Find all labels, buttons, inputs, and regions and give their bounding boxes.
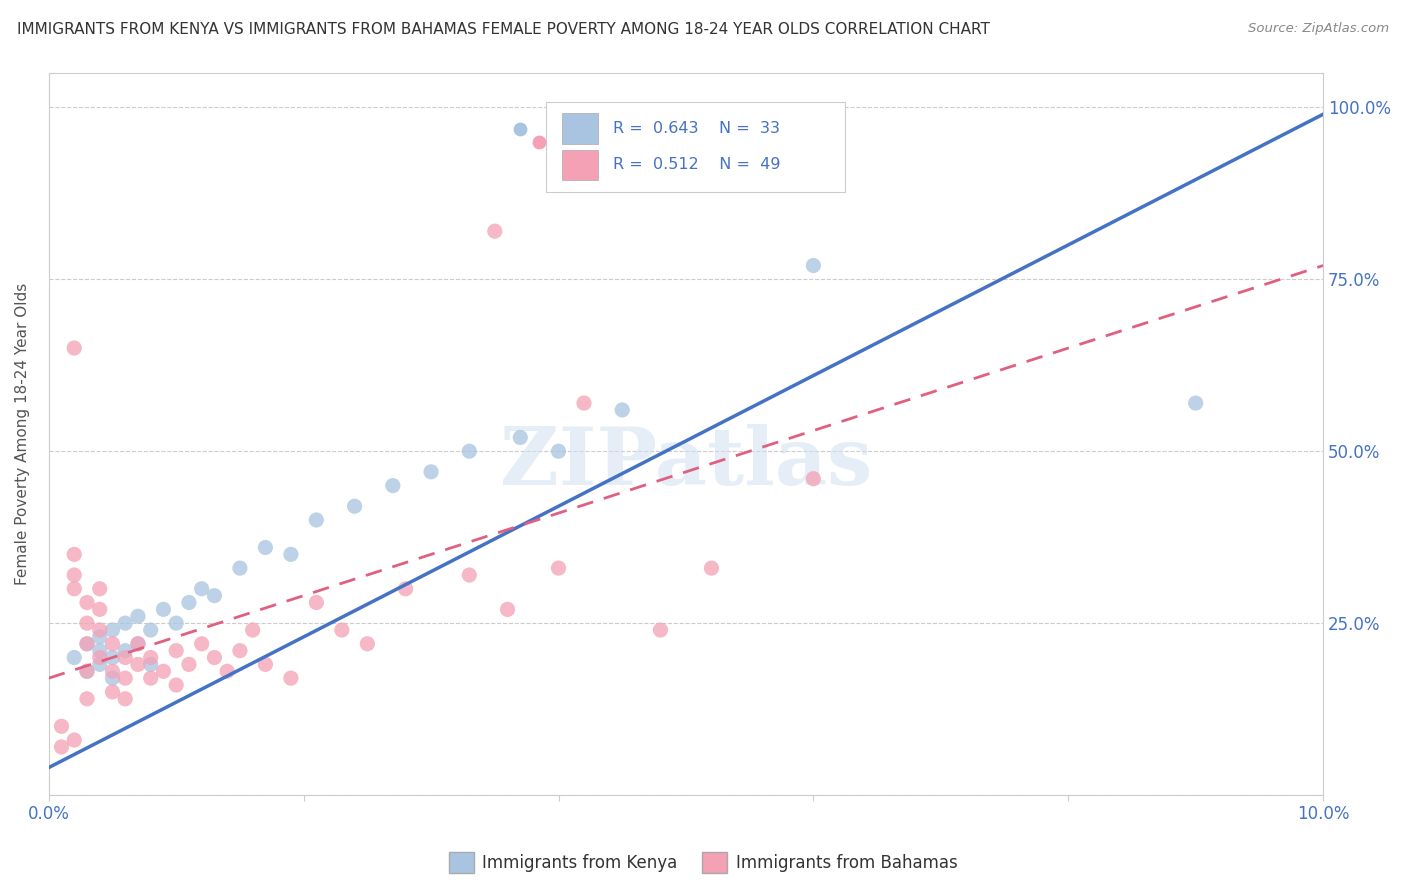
Point [547,561,569,575]
Point [177,595,200,609]
Point [165,643,187,657]
Point [547,444,569,458]
Point [89,582,111,596]
Point [89,643,111,657]
Point [280,547,302,561]
Point [204,589,226,603]
Point [76,665,98,679]
Point [139,650,162,665]
Point [101,685,124,699]
Point [420,465,443,479]
Point [101,665,124,679]
Point [152,665,174,679]
Point [63,650,86,665]
Point [343,500,366,514]
Point [484,224,506,238]
Point [190,637,212,651]
Point [229,561,252,575]
Point [89,657,111,672]
Legend: Immigrants from Kenya, Immigrants from Bahamas: Immigrants from Kenya, Immigrants from B… [441,846,965,880]
Y-axis label: Female Poverty Among 18-24 Year Olds: Female Poverty Among 18-24 Year Olds [15,283,30,585]
Point [89,623,111,637]
Point [114,691,136,706]
Text: IMMIGRANTS FROM KENYA VS IMMIGRANTS FROM BAHAMAS FEMALE POVERTY AMONG 18-24 YEAR: IMMIGRANTS FROM KENYA VS IMMIGRANTS FROM… [17,22,990,37]
Point [190,582,212,596]
Point [305,595,328,609]
Point [76,637,98,651]
Point [76,637,98,651]
Point [356,637,378,651]
Point [381,478,404,492]
Point [280,671,302,685]
Point [51,719,73,733]
Point [76,616,98,631]
Point [101,637,124,651]
Point [63,341,86,355]
Point [458,444,481,458]
Point [165,616,187,631]
Point [458,568,481,582]
Point [89,602,111,616]
Text: Source: ZipAtlas.com: Source: ZipAtlas.com [1249,22,1389,36]
Point [509,430,531,444]
Point [63,733,86,747]
Point [76,665,98,679]
Point [76,691,98,706]
Point [114,643,136,657]
Point [114,650,136,665]
Point [127,637,149,651]
Point [1184,396,1206,410]
Point [204,650,226,665]
Point [101,623,124,637]
Point [127,657,149,672]
Point [650,623,672,637]
Point [89,650,111,665]
FancyBboxPatch shape [562,150,598,180]
Point [572,396,595,410]
FancyBboxPatch shape [562,113,598,144]
Point [177,657,200,672]
Point [217,665,239,679]
Point [700,561,723,575]
Point [139,623,162,637]
Point [114,616,136,631]
Point [127,609,149,624]
Point [101,671,124,685]
Point [139,657,162,672]
Point [152,602,174,616]
Point [305,513,328,527]
Point [612,403,634,417]
Point [63,582,86,596]
Text: R =  0.643    N =  33: R = 0.643 N = 33 [613,121,780,136]
Point [101,650,124,665]
Point [63,547,86,561]
Point [254,657,277,672]
Point [165,678,187,692]
Point [63,568,86,582]
Point [139,671,162,685]
Point [803,472,825,486]
Point [127,637,149,651]
Point [114,671,136,685]
FancyBboxPatch shape [546,102,845,192]
Point [76,595,98,609]
Point [330,623,353,637]
Text: R =  0.512    N =  49: R = 0.512 N = 49 [613,157,780,172]
Point [254,541,277,555]
Point [89,630,111,644]
Point [242,623,264,637]
Point [229,643,252,657]
Text: ZIPatlas: ZIPatlas [499,424,872,502]
Point [394,582,416,596]
Point [803,259,825,273]
Point [496,602,519,616]
Point [51,739,73,754]
